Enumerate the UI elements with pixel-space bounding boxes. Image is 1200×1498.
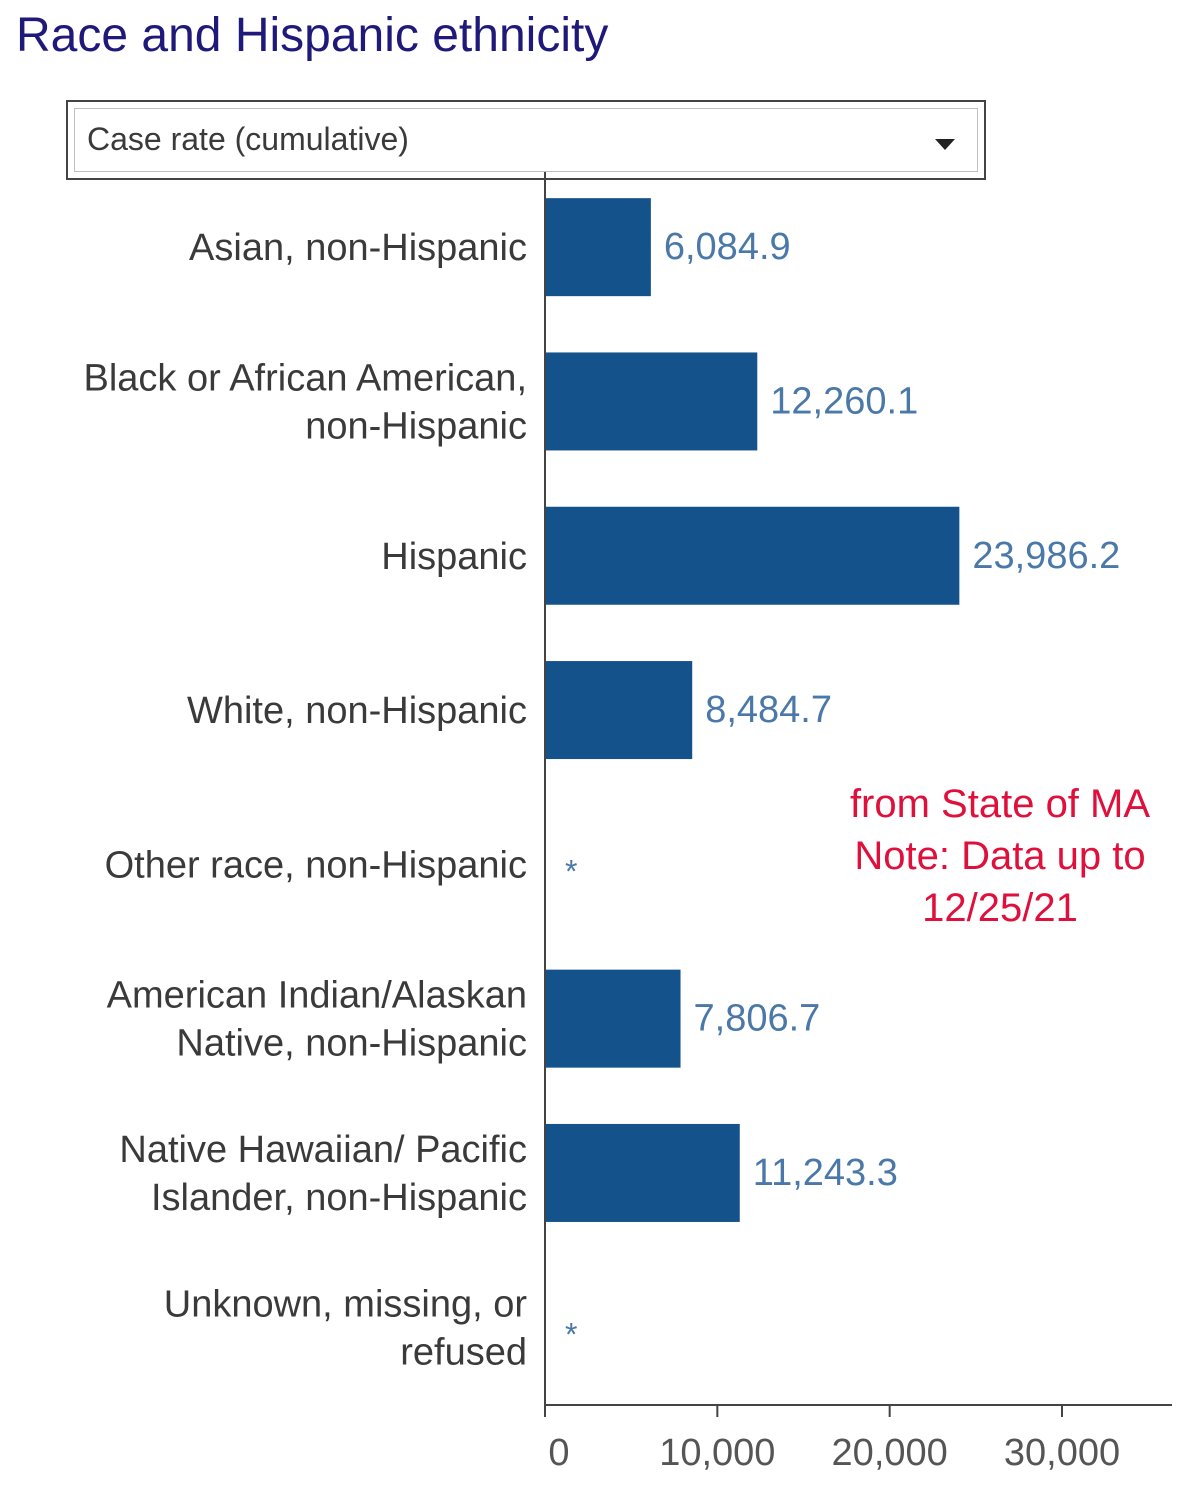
category-label: Native Hawaiian/ Pacific Islander, non-Hi… [119, 1129, 527, 1219]
bar-value-label: 7,806.7 [694, 998, 821, 1040]
note-line: Note: Data up to [854, 834, 1146, 878]
category-label-line: Black or African American, [83, 357, 527, 399]
category-label-line: Other race, non-Hispanic [105, 844, 527, 886]
dropdown-selected-value: Case rate (cumulative) [87, 121, 409, 157]
category-label: Asian, non-Hispanic [189, 227, 527, 269]
bar [546, 506, 960, 605]
category-label-line: White, non-Hispanic [187, 690, 527, 732]
category-label-line: Hispanic [381, 536, 527, 578]
category-label-line: Asian, non-Hispanic [189, 227, 527, 269]
chevron-down-icon[interactable] [935, 139, 955, 150]
category-label-line: Native, non-Hispanic [176, 1023, 527, 1065]
bar-value-label: * [565, 853, 577, 889]
bar [546, 969, 681, 1068]
bar-value-label: 11,243.3 [753, 1152, 898, 1194]
metric-dropdown[interactable]: Case rate (cumulative) [66, 100, 986, 180]
category-label: Unknown, missing, or refused [164, 1283, 528, 1373]
bar-value-label: 6,084.9 [664, 226, 791, 268]
category-label-line: American Indian/Alaskan [107, 975, 527, 1017]
category-label-line: refused [400, 1331, 527, 1373]
bar-value-label: 8,484.7 [705, 689, 832, 731]
note-line: from State of MA [849, 782, 1151, 826]
page-title: Race and Hispanic ethnicity [16, 9, 609, 62]
bar-value-label: 23,986.2 [972, 535, 1120, 577]
x-tick-label: 0 [548, 1432, 569, 1474]
x-tick-label: 30,000 [1004, 1432, 1120, 1474]
category-label-line: Native Hawaiian/ Pacific [119, 1129, 527, 1171]
category-label-line: Islander, non-Hispanic [151, 1177, 527, 1219]
x-tick-label: 10,000 [659, 1432, 775, 1474]
bar [546, 1123, 740, 1222]
category-label: Black or African American, non-Hispanic [83, 357, 527, 447]
source-note: from State of MA Note: Data up to 12/25/… [800, 778, 1200, 934]
category-label-line: Unknown, missing, or [164, 1283, 528, 1325]
bar-value-label: * [565, 1316, 577, 1352]
x-tick-label: 20,000 [832, 1432, 948, 1474]
category-label-line: non-Hispanic [305, 405, 527, 447]
bar [546, 352, 758, 451]
dropdown-frame: Case rate (cumulative) [74, 108, 978, 172]
note-line: 12/25/21 [922, 886, 1078, 930]
bar-value-label: 12,260.1 [770, 380, 918, 422]
category-label: White, non-Hispanic [187, 690, 527, 732]
category-label: American Indian/Alaskan Native, non-Hispa… [107, 975, 527, 1065]
bar [546, 661, 693, 760]
category-label: Hispanic [381, 536, 527, 578]
bar [546, 198, 651, 297]
category-label: Other race, non-Hispanic [105, 844, 527, 886]
